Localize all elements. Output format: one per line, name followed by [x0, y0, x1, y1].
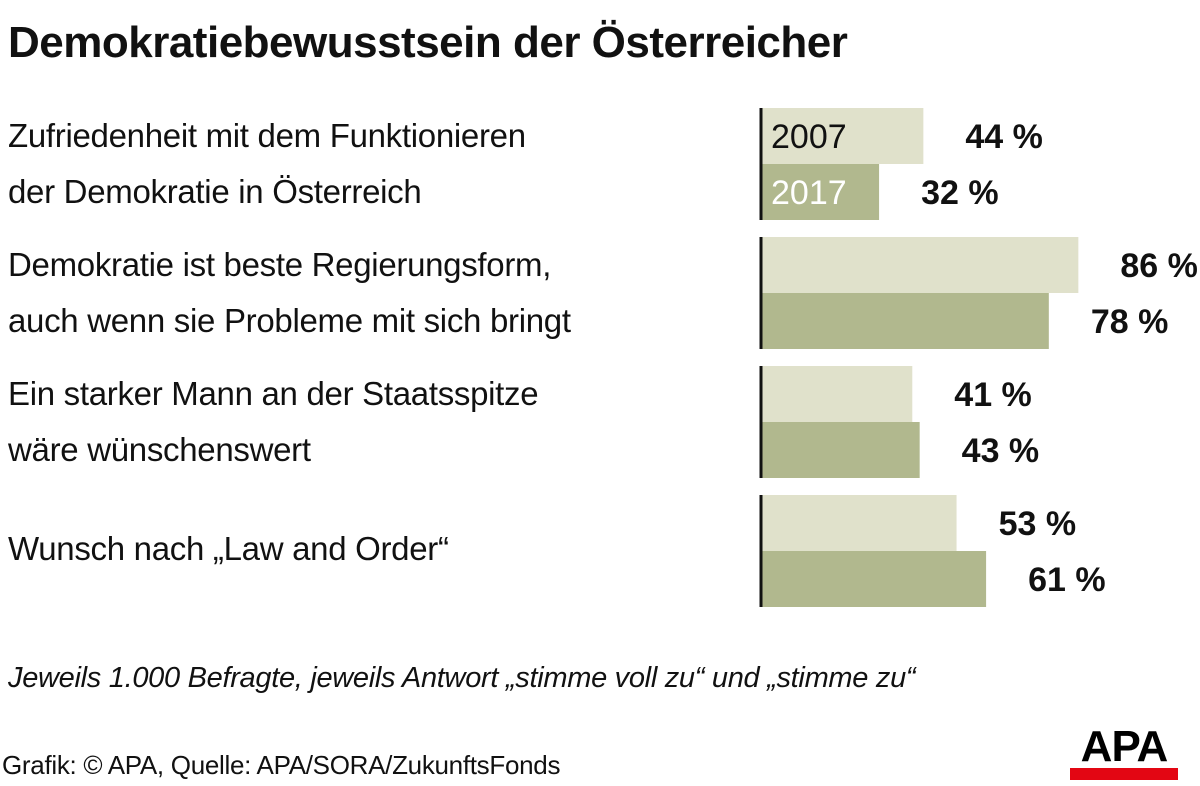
category-label-line: Demokratie ist beste Regierungsform,: [8, 246, 552, 283]
value-label-2017-2: 78 %: [1091, 303, 1169, 341]
value-label-2007-4: 53 %: [999, 505, 1077, 543]
category-label-line: Zufriedenheit mit dem Funktionieren: [8, 117, 526, 154]
category-label-1: Zufriedenheit mit dem Funktionieren der …: [8, 108, 526, 220]
value-label-2007-1: 44 %: [965, 118, 1043, 156]
category-label-line: der Demokratie in Österreich: [8, 173, 422, 210]
chart-title: Demokratiebewusstsein der Österreicher: [8, 18, 848, 67]
value-label-2017-1: 32 %: [921, 174, 999, 212]
bar-2007-4: [761, 495, 957, 551]
bar-2017-4: [761, 551, 987, 607]
bar-2017-2: [761, 293, 1049, 349]
chart-note: Jeweils 1.000 Befragte, jeweils Antwort …: [8, 662, 916, 694]
category-label-line: wäre wünschenswert: [8, 431, 311, 468]
category-label-line: auch wenn sie Probleme mit sich bringt: [8, 302, 571, 339]
bar-2007-1: [761, 108, 924, 164]
bar-2017-3: [761, 422, 920, 478]
bar-2007-3: [761, 366, 913, 422]
value-label-2017-4: 61 %: [1028, 561, 1106, 599]
category-label-line: Ein starker Mann an der Staatsspitze: [8, 375, 539, 412]
value-label-2017-3: 43 %: [962, 432, 1039, 470]
bar-chart: 44 % 2007 32 % 2017 86 % 78 % 41 % 43 % 53 % 61 %: [759, 108, 1198, 607]
legend-label-2017: 2017: [771, 174, 847, 212]
category-label-2: Demokratie ist beste Regierungsform, auc…: [8, 237, 571, 349]
value-label-2007-2: 86 %: [1120, 247, 1198, 285]
value-label-2007-3: 41 %: [954, 376, 1032, 414]
source-credit: Grafik: © APA, Quelle: APA/SORA/Zukunfts…: [2, 750, 561, 780]
apa-logo-red-bar: [1070, 768, 1178, 780]
apa-logo: APA: [1064, 722, 1184, 780]
bar-2017-1: [761, 164, 880, 220]
category-label-line: Wunsch nach „Law and Order“: [8, 530, 449, 567]
category-label-4: Wunsch nach „Law and Order“: [8, 521, 449, 577]
category-label-3: Ein starker Mann an der Staatsspitze wär…: [8, 366, 539, 478]
apa-logo-text: APA: [1080, 722, 1169, 771]
legend-label-2007: 2007: [771, 118, 847, 156]
bar-2007-2: [761, 237, 1079, 293]
